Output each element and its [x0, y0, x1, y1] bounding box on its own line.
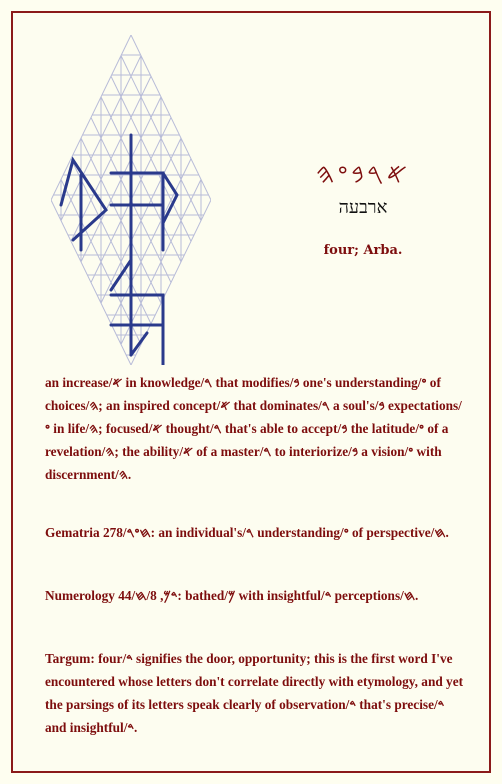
letter-stroke [109, 293, 165, 365]
hebrew-word: ארבעה [338, 197, 388, 218]
letter-stroke [129, 331, 149, 357]
grid-line [130, 35, 211, 201]
numerology-paragraph: Numerology 44/𐤃𐤌, 8/𐤇: bathed/𐤌 with ins… [45, 588, 419, 603]
grid-line [110, 76, 192, 242]
letter-stroke [161, 171, 179, 225]
page-card: 𐤀𐤓𐤁𐤏𐤄 ארבעה four; Arba. an increase/𐤀 in… [11, 11, 491, 773]
gematria-paragraph: Gematria 278/𐤇𐤏𐤓: an individual's/𐤓 unde… [45, 525, 449, 540]
paleo-hebrew-title: 𐤀𐤓𐤁𐤏𐤄 [315, 157, 411, 190]
letter-strokes [59, 133, 179, 365]
letter-stroke [109, 258, 133, 292]
letter-grid-diagram [51, 35, 211, 365]
definition-paragraph: an increase/𐤀 in knowledge/𐤓 that modifi… [45, 375, 462, 482]
transliteration: four; Arba. [323, 243, 403, 258]
letter-stroke [59, 156, 108, 242]
targum-paragraph: Targum: four/𐤃 signifies the door, oppor… [45, 651, 464, 735]
